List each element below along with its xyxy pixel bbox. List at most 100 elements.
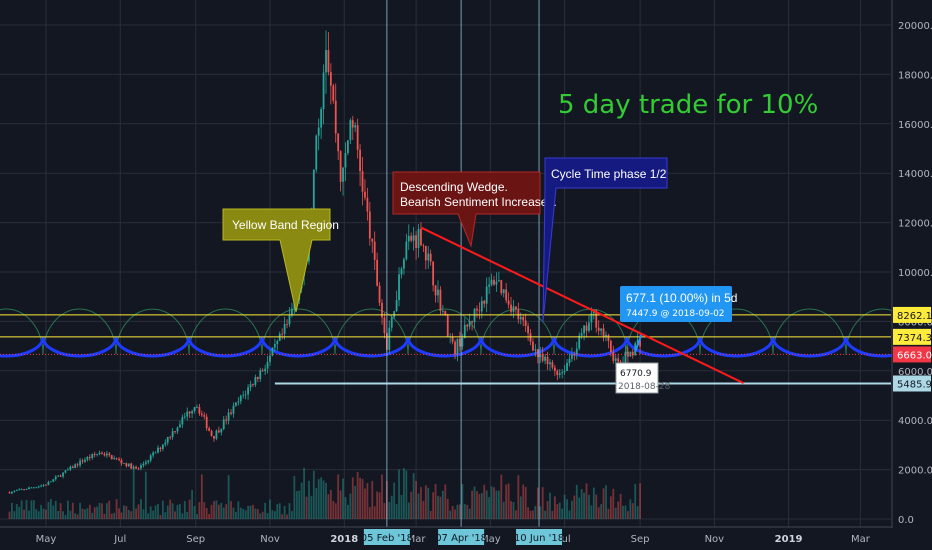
candle-body [553, 367, 556, 371]
volume-bar [59, 503, 62, 519]
volume-bar [619, 493, 622, 519]
cycle-arc-green [188, 308, 263, 355]
candle-body [383, 317, 386, 334]
volume-bar [295, 491, 298, 519]
measure-box[interactable]: 677.1 (10.00%) in 5d 7447.9 @ 2018-09-02 [620, 286, 737, 322]
volume-bar [471, 490, 473, 519]
date-tag [438, 529, 485, 545]
candle-body [57, 475, 60, 477]
volume-bar [490, 486, 493, 519]
candle-body [98, 452, 101, 455]
candle-body [507, 300, 510, 305]
volume-bar [412, 473, 415, 519]
candle-body [181, 417, 184, 425]
candle-body [339, 151, 342, 182]
volume-bar [208, 513, 211, 519]
time-tick-label: Mar [851, 534, 871, 545]
time-tick-label: Sep [631, 534, 650, 545]
level-tag-label: 8262.1 [897, 311, 932, 322]
volume-bar [536, 487, 539, 519]
volume-bar [580, 489, 583, 519]
candle-body [639, 340, 641, 347]
volume-bar [230, 501, 232, 519]
time-tick-label: 2018 [330, 534, 358, 545]
candle-body [217, 430, 220, 433]
volume-bar [123, 505, 125, 519]
wedge-callout[interactable]: Descending Wedge. Bearish Sentiment Incr… [392, 171, 557, 248]
candle-body [459, 338, 461, 347]
candle-body [510, 304, 512, 312]
wedge-label-line1: Descending Wedge. [400, 180, 508, 194]
volume-bar [592, 487, 595, 519]
volume-bar [183, 501, 186, 519]
time-tick-label: Jul [113, 534, 126, 545]
volume-bar [429, 510, 432, 519]
volume-bar [312, 470, 315, 519]
candle-body [132, 466, 135, 469]
volume-bar [71, 502, 74, 519]
cycle-arc-green [699, 308, 774, 355]
candle-body [544, 356, 547, 361]
volume-bar [383, 502, 386, 519]
candle-body [451, 336, 454, 342]
low-marker-date: 2018-08-28 [618, 382, 671, 392]
candle-body [281, 333, 284, 335]
candle-body [42, 484, 45, 486]
candle-body [235, 402, 237, 406]
volume-bar [575, 484, 578, 519]
candle-body [405, 241, 408, 260]
candle-body [247, 387, 249, 395]
volume-bar [130, 511, 133, 519]
candle-body [35, 487, 38, 489]
candle-body [278, 333, 281, 341]
candle-body [390, 317, 393, 328]
volume-bar [417, 493, 420, 519]
volume-bar [298, 490, 301, 519]
volume-bar [79, 502, 81, 519]
volume-bar [137, 504, 140, 519]
cycle-callout[interactable]: Cycle Time phase 1/2 [542, 157, 668, 323]
low-marker[interactable]: 6770.9 2018-08-28 [615, 362, 671, 394]
volume-bar [400, 495, 403, 519]
candle-body [347, 140, 349, 154]
volume-bar [595, 494, 598, 519]
volume-bar [614, 507, 617, 519]
candlesticks [8, 30, 641, 495]
volume-bar [607, 508, 610, 519]
volume-bar [84, 509, 86, 519]
volume-bar [271, 510, 274, 519]
price-tick-label: 6000.0 [898, 367, 932, 378]
candle-body [631, 351, 634, 356]
candle-body [519, 316, 522, 320]
volume-bar [30, 500, 33, 519]
volume-bar [639, 483, 641, 519]
candle-body [359, 149, 361, 172]
volume-bar [456, 504, 459, 519]
volume-bar [303, 467, 305, 519]
candle-body [239, 395, 242, 402]
volume-bar [237, 501, 240, 519]
candle-body [400, 268, 403, 275]
candle-body [15, 490, 18, 492]
candle-body [327, 50, 330, 73]
candle-body [388, 327, 391, 350]
volume-bar [478, 493, 481, 519]
candle-body [471, 321, 473, 323]
yellow-band-callout[interactable]: Yellow Band Region [222, 208, 339, 313]
volume-bar [276, 504, 279, 519]
price-axis[interactable] [892, 0, 932, 528]
volume-bar [239, 507, 242, 519]
volume-bar [485, 490, 488, 519]
headline-annotation: 5 day trade for 10% [558, 90, 818, 120]
candle-body [607, 334, 610, 342]
volume-bar [220, 502, 223, 519]
price-tick-label: 18000.0 [898, 70, 932, 81]
candle-body [490, 279, 493, 285]
candle-body [103, 453, 106, 456]
candle-body [49, 481, 52, 483]
candle-body [393, 311, 396, 318]
candle-body [454, 341, 456, 355]
candle-body [45, 484, 47, 486]
candle-body [573, 354, 576, 356]
